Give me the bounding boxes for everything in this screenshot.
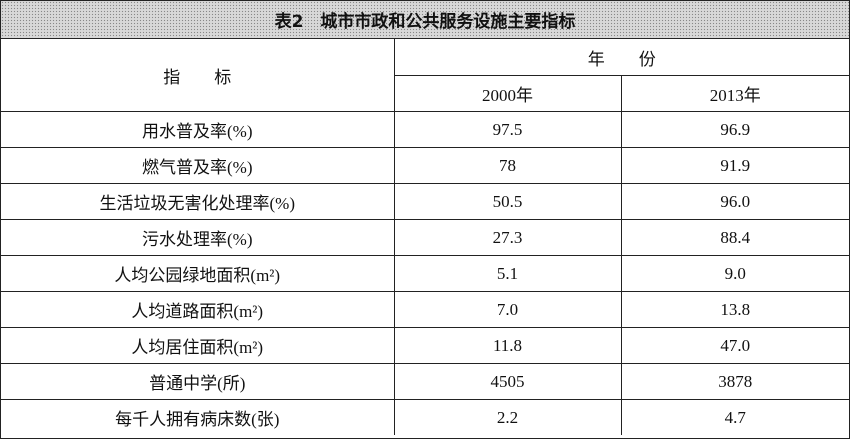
value-cell: 11.8 [393,327,622,364]
indicator-cell: 普通中学(所) [1,363,395,400]
indicator-cell: 污水处理率(%) [1,219,395,256]
value-cell: 5.1 [393,255,622,292]
table-body: 用水普及率(%) 97.5 96.9 燃气普及率(%) 78 91.9 生活垃圾无害化处理率… [1,111,849,435]
value-cell: 4505 [393,363,622,400]
value-cell: 97.5 [393,111,622,148]
table-row: 用水普及率(%) 97.5 96.9 [1,111,849,148]
table-row: 燃气普及率(%) 78 91.9 [1,147,849,184]
year-group-header: 年 份 [393,39,849,76]
year-header: 2000年 [394,75,622,112]
value-cell: 96.0 [620,183,849,220]
value-cell: 91.9 [620,147,849,184]
value-cell: 2.2 [393,399,622,435]
value-cell: 88.4 [620,219,849,256]
table-row: 人均道路面积(m²) 7.0 13.8 [1,291,849,328]
header-row: 指 标 年 份 [1,39,849,112]
value-cell: 96.9 [620,111,849,148]
value-cell: 78 [393,147,622,184]
table-row: 人均公园绿地面积(m²) 5.1 9.0 [1,255,849,292]
value-cell: 4.7 [620,399,849,435]
table-row: 普通中学(所) 4505 3878 [1,363,849,400]
value-cell: 3878 [620,363,849,400]
indicator-cell: 每千人拥有病床数(张) [1,399,395,435]
indicator-cell: 燃气普及率(%) [1,147,395,184]
data-table: 指 标 年 份 2000年 2013年 用水普及率(%) 97.5 96.9 燃气普及… [1,39,849,435]
value-cell: 7.0 [393,291,622,328]
value-cell: 50.5 [393,183,622,220]
indicator-cell: 用水普及率(%) [1,111,395,148]
table-row: 每千人拥有病床数(张) 2.2 4.7 [1,399,849,435]
value-cell: 9.0 [620,255,849,292]
value-cell: 27.3 [393,219,622,256]
indicator-header: 指 标 [1,39,395,112]
table-row: 污水处理率(%) 27.3 88.4 [1,219,849,256]
year-header: 2013年 [620,75,849,112]
title-bar: 表2 城市市政和公共服务设施主要指标 [1,1,849,39]
indicator-cell: 人均公园绿地面积(m²) [1,255,395,292]
value-cell: 13.8 [620,291,849,328]
indicator-cell: 生活垃圾无害化处理率(%) [1,183,395,220]
header-row: 2000年 2013年 [1,75,849,112]
table-row: 生活垃圾无害化处理率(%) 50.5 96.0 [1,183,849,220]
indicator-cell: 人均道路面积(m²) [1,291,395,328]
table-title: 表2 城市市政和公共服务设施主要指标 [274,12,576,32]
value-cell: 47.0 [620,327,849,364]
table-row: 人均居住面积(m²) 11.8 47.0 [1,327,849,364]
indicator-cell: 人均居住面积(m²) [1,327,395,364]
